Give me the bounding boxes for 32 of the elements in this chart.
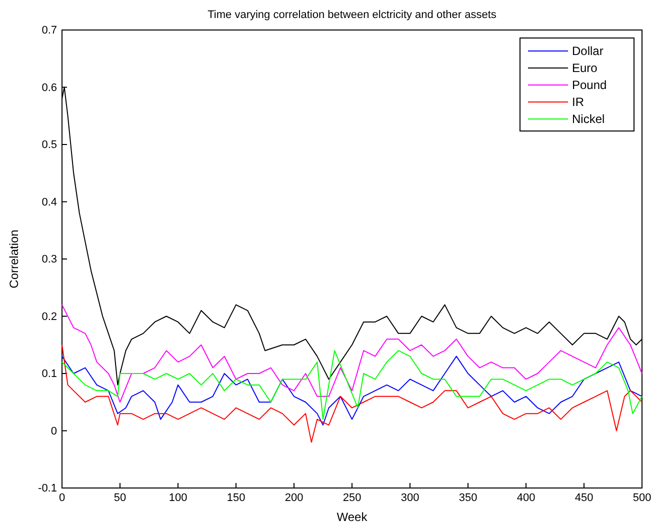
y-tick-label: 0.3 [42,254,57,266]
y-tick-label: 0.1 [42,368,57,380]
x-tick-label: 0 [58,492,66,504]
line-series [62,304,642,403]
x-axis-title: Week [336,510,368,524]
y-tick-label: 0 [50,425,57,438]
y-tick-label: 0.6 [42,82,57,94]
x-tick-label: 450 [574,492,594,504]
x-tick-label: 350 [458,492,478,504]
line-series [62,350,642,420]
x-tick-label: 400 [516,492,536,504]
x-tick-label: 100 [168,492,188,504]
legend-label: IR [572,95,584,109]
legend-label: Dollar [572,44,604,58]
x-tick-label: 50 [114,492,126,504]
line-series [62,356,642,426]
x-tick-label: 300 [400,492,420,504]
legend-label: Euro [572,61,598,75]
line-series [62,344,642,443]
x-tick-label: 250 [342,492,362,504]
x-tick-label: 150 [226,492,246,504]
y-tick-label: 0.7 [42,24,57,37]
x-tick-label: 200 [284,492,304,504]
y-tick-label: -0.1 [38,482,57,495]
x-tick-label: 500 [632,492,652,504]
chart-title: Time varying correlation between elctricity and other assets [208,9,497,21]
y-axis-title: Correlation [7,230,21,288]
y-tick-label: 0.5 [42,139,57,152]
y-tick-label: 0.4 [42,196,57,208]
y-tick-label: 0.2 [42,310,57,323]
legend-label: Pound [572,78,607,92]
legend-label: Nickel [572,112,605,126]
